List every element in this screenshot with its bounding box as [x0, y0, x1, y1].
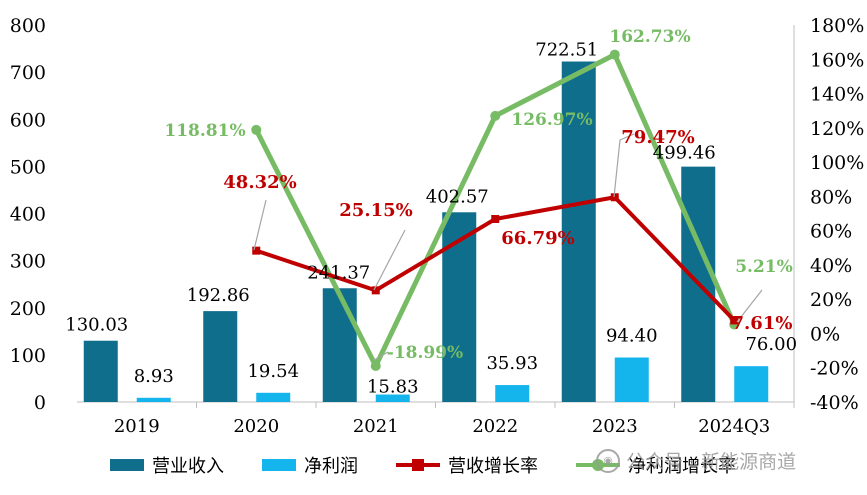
data-labels: 130.03 192.86 241.37 402.57 722.51 499.46 8.93… [65, 27, 797, 398]
watermark-text: 公众号 · 新能源商道 [626, 451, 797, 473]
revenue-growth-point [610, 193, 619, 202]
legend-swatch-revenue [110, 459, 144, 471]
y-right-tick-label: 140% [810, 84, 864, 106]
y-left-tick-label: 800 [10, 15, 46, 37]
y-left-tick-label: 400 [10, 204, 46, 226]
bar-net-profit [495, 385, 530, 402]
data-label-revenue-growth: 48.32% [223, 172, 296, 193]
data-label-revenue: 722.51 [535, 40, 598, 61]
x-tick-label: 2020 [233, 416, 279, 437]
data-label-revenue-growth: 25.15% [339, 200, 412, 221]
data-label-net-profit: 8.93 [134, 366, 174, 387]
bar-net-profit [136, 397, 171, 402]
bar-net-profit [375, 394, 410, 402]
data-label-profit-growth: -18.99% [387, 343, 463, 363]
y-right-tick-label: 160% [810, 49, 864, 71]
bars [83, 61, 769, 403]
data-label-net-profit: 15.83 [367, 377, 419, 398]
data-label-net-profit: 94.40 [606, 326, 658, 347]
bar-revenue [203, 311, 238, 402]
bar-net-profit [614, 357, 649, 402]
y-right-tick-label: 180% [810, 15, 864, 37]
revenue-growth-point [371, 286, 380, 295]
x-tick-label: 2024Q3 [698, 416, 770, 437]
data-label-revenue-growth: 7.61% [732, 313, 793, 334]
revenue-growth-point [730, 316, 739, 325]
legend-label-revenue: 营业收入 [152, 456, 224, 477]
profit-growth-point [490, 110, 501, 121]
bar-net-profit [256, 392, 291, 402]
y-right-tick-label: 100% [810, 152, 864, 174]
leader-line [373, 351, 389, 361]
legend-label-net-profit: 净利润 [304, 456, 358, 477]
y-left-tick-label: 300 [10, 251, 46, 273]
bar-revenue [442, 212, 477, 402]
x-tick-label: 2019 [114, 416, 160, 437]
y-right-tick-label: 60% [810, 221, 852, 243]
y-left-tick-label: 100 [10, 345, 46, 367]
wechat-icon: ◉ [596, 448, 620, 473]
profit-growth-point [609, 49, 620, 60]
legend-item-revenue: 营业收入 [110, 452, 224, 478]
y-right-tick-label: -20% [810, 358, 859, 380]
legend-swatch-net-profit [262, 459, 296, 471]
data-label-profit-growth: 118.81% [164, 121, 245, 141]
data-label-profit-growth: 162.73% [609, 27, 690, 47]
y-left-tick-label: 200 [10, 298, 46, 320]
y-left-tick-label: 0 [34, 392, 46, 414]
legend-swatch-revenue-growth [396, 458, 440, 472]
x-tick-label: 2023 [592, 416, 638, 437]
y-left-tick-label: 700 [10, 62, 46, 84]
y-right-tick-label: 40% [810, 255, 852, 277]
data-label-revenue: 130.03 [65, 315, 128, 336]
legend-item-revenue-growth: 营收增长率 [396, 452, 538, 478]
data-label-revenue-growth: 79.47% [621, 127, 694, 148]
data-label-revenue: 241.37 [307, 262, 370, 283]
y-right-tick-label: 20% [810, 289, 852, 311]
bar-net-profit [734, 366, 769, 402]
y-left-tick-label: 600 [10, 109, 46, 131]
data-label-revenue-growth: 66.79% [501, 228, 574, 249]
y-right-tick-label: 80% [810, 186, 852, 208]
leader-line [736, 289, 763, 323]
y-right-tick-label: 120% [810, 118, 864, 140]
legend-label-profit-growth: 净利润增长率 [628, 456, 736, 477]
leader-line [373, 229, 406, 291]
leader-line [253, 199, 267, 251]
legend: 营业收入 净利润 营收增长率 净利润增长率 [110, 450, 764, 480]
y-left-tick-label: 500 [10, 156, 46, 178]
x-tick-label: 2021 [353, 416, 399, 437]
profit-growth-point [370, 360, 381, 371]
data-label-profit-growth: 126.97% [511, 110, 592, 130]
axes: 0 100 200 300 400 500 600 700 800 -40% -20% 0% 20% 40… [10, 15, 865, 437]
revenue-growth-point [252, 246, 261, 255]
data-label-net-profit: 76.00 [745, 334, 797, 355]
legend-item-net-profit: 净利润 [262, 452, 358, 478]
y-right-tick-label: 0% [810, 323, 840, 345]
bar-revenue [83, 340, 118, 402]
bar-revenue [561, 61, 596, 403]
data-label-revenue: 499.46 [653, 143, 716, 164]
x-tick-label: 2022 [472, 416, 518, 437]
revenue-growth-point [491, 215, 500, 224]
leader-line [613, 133, 635, 198]
profit-growth-point [251, 124, 262, 135]
lines [251, 49, 763, 371]
data-label-revenue: 402.57 [426, 186, 489, 207]
data-label-net-profit: 19.54 [247, 361, 299, 382]
data-label-net-profit: 35.93 [486, 353, 538, 374]
data-label-revenue: 192.86 [187, 285, 250, 306]
y-right-tick-label: -40% [810, 392, 859, 414]
watermark: ◉ 公众号 · 新能源商道 [596, 447, 796, 474]
bar-revenue [322, 288, 357, 402]
data-label-profit-growth: 5.21% [735, 257, 793, 277]
legend-label-revenue-growth: 营收增长率 [448, 456, 538, 477]
